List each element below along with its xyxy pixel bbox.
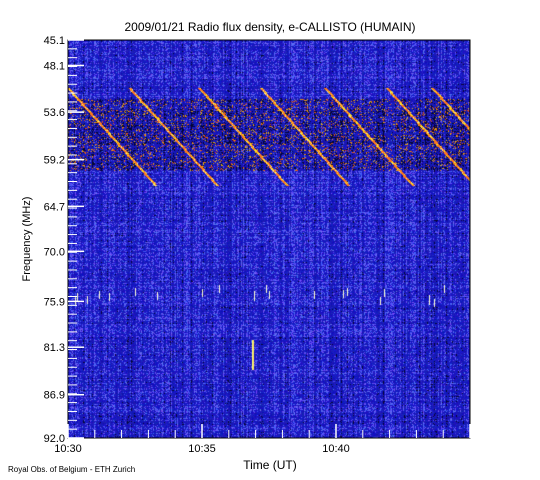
- y-tick-label: 81.3: [44, 342, 65, 354]
- x-tick-label: 10:35: [188, 443, 216, 455]
- y-tick-label: 59.2: [44, 155, 65, 167]
- plot-frame: [67, 39, 471, 439]
- spectrogram-image: [68, 40, 470, 438]
- y-tick-label: 92.0: [44, 433, 65, 445]
- y-tick-label: 45.1: [44, 35, 65, 47]
- y-tick-label: 48.1: [44, 60, 65, 72]
- chart-title: 2009/01/21 Radio flux density, e-CALLIST…: [124, 20, 415, 34]
- spectrogram-plot-area: [68, 40, 470, 438]
- footer-credit: Royal Obs. of Belgium - ETH Zurich: [8, 465, 136, 474]
- y-axis-label: Frequency (MHz): [21, 197, 33, 282]
- y-tick-label: 70.0: [44, 246, 65, 258]
- x-tick-label: 10:30: [54, 443, 82, 455]
- y-tick-label: 64.7: [44, 201, 65, 213]
- y-axis: 45.1 48.1 53.6 59.2 64.7 70.0 75.9 81.3 86.9 92.0: [44, 35, 84, 445]
- x-tick-label: 10:40: [322, 443, 350, 455]
- x-axis: 10:30 10:35 10:40: [54, 424, 471, 455]
- y-tick-label: 86.9: [44, 390, 65, 402]
- y-tick-label: 53.6: [44, 107, 65, 119]
- y-tick-label: 75.9: [44, 296, 65, 308]
- x-axis-label: Time (UT): [243, 458, 297, 472]
